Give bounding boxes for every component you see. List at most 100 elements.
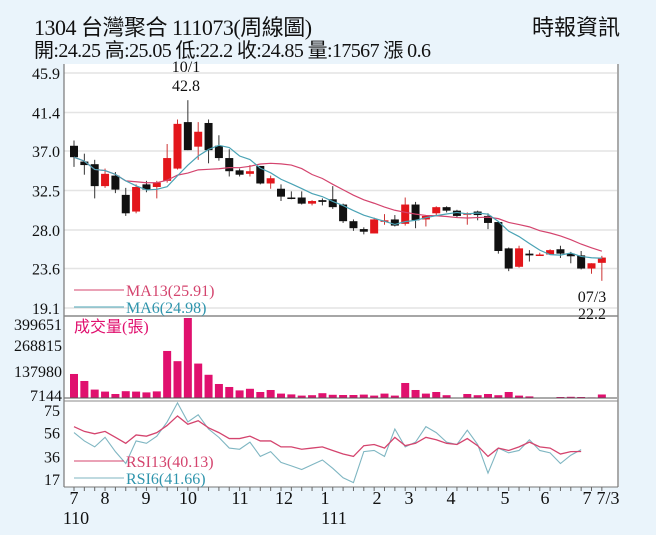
volume-bar (432, 391, 441, 398)
x-tick-label: 1 (321, 488, 330, 508)
volume-bar (380, 393, 389, 398)
candle (183, 122, 192, 151)
chart-title: 1304 台灣聚合 111073(周線圖) (34, 15, 312, 40)
volume-bar (277, 393, 285, 398)
source-label: 時報資訊 (531, 15, 620, 40)
grid-lines (64, 72, 618, 309)
candle (256, 165, 265, 184)
candle (452, 210, 461, 216)
volume-bar (411, 389, 420, 398)
volume-bar (256, 391, 265, 398)
candle (535, 254, 544, 257)
low-value-label: 22.2 (578, 306, 606, 323)
candle (194, 131, 203, 147)
rsi-tick-label: 75 (44, 403, 60, 420)
candle (121, 194, 130, 214)
volume-bar (173, 361, 182, 398)
quote-summary: 開:24.25 高:25.05 低:22.2 收:24.85 量:17567 漲… (34, 40, 431, 62)
candle (245, 171, 254, 174)
candle (70, 145, 78, 158)
volume-bar (204, 374, 213, 398)
candle (173, 123, 182, 169)
rsi6-legend: RSI6(41.66) (126, 471, 206, 488)
volume-bar (390, 395, 399, 398)
volume-bar (235, 390, 244, 398)
volume-bar (401, 382, 410, 398)
candle (204, 122, 213, 151)
candle (349, 221, 358, 229)
price-tick-label: 23.6 (32, 262, 60, 279)
candle (577, 255, 586, 269)
volume-bar (214, 383, 223, 398)
volume-bar (225, 386, 234, 398)
volume-bar (152, 391, 161, 398)
rsi13-legend: RSI13(40.13) (126, 454, 214, 471)
volume-bar (245, 388, 254, 398)
ma13-legend: MA13(25.91) (126, 283, 214, 300)
candlestick-panel (70, 100, 606, 281)
moving-averages (73, 144, 603, 259)
candle (484, 215, 492, 223)
candle (525, 253, 534, 256)
price-tick-label: 41.4 (32, 105, 60, 122)
candle (101, 173, 110, 187)
volume-bar (287, 394, 296, 398)
candle (370, 219, 379, 234)
volume-bar (297, 395, 306, 398)
candle (556, 249, 565, 254)
candle (328, 199, 337, 208)
x-tick-label: 5 (501, 488, 510, 508)
x-tick-label: 11 (231, 488, 248, 508)
candle (90, 164, 99, 187)
ma6-legend: MA6(24.98) (126, 300, 206, 317)
x-tick-label: 9 (142, 488, 151, 508)
high-value-label: 42.8 (172, 78, 200, 95)
candle (401, 204, 410, 224)
x-tick-label: 7 (70, 488, 79, 508)
volume-bar (339, 394, 348, 398)
candle (163, 158, 172, 181)
candle (111, 175, 120, 190)
volume-bar (473, 395, 482, 398)
price-tick-label: 28.0 (32, 223, 60, 240)
candle (494, 222, 503, 252)
candle (318, 200, 327, 202)
volume-bar (525, 396, 534, 398)
volume-bar (132, 391, 141, 398)
volume-bar (121, 391, 130, 398)
volume-bar (370, 395, 379, 398)
volume-tick-label: 137980 (14, 364, 62, 381)
candle (587, 263, 596, 269)
volume-bar (80, 380, 89, 398)
x-tick-label: 8 (101, 488, 110, 508)
volume-bar (442, 395, 451, 398)
volume-bar (266, 389, 275, 398)
candle (297, 197, 306, 204)
volume-bar (163, 350, 172, 398)
volume-bar (349, 394, 358, 398)
candle (308, 201, 317, 204)
volume-bar (597, 394, 606, 398)
chart-area (64, 64, 618, 487)
volume-bar (556, 396, 565, 398)
candle (339, 204, 348, 222)
volume-bar (515, 395, 524, 398)
candle (277, 188, 285, 197)
candle (225, 158, 234, 172)
volume-bar (183, 318, 192, 398)
candle (287, 197, 296, 200)
rsi-tick-label: 36 (44, 449, 60, 466)
volume-bar (484, 393, 492, 398)
candle (152, 182, 161, 187)
candle (442, 207, 451, 211)
volume-panel (64, 318, 618, 399)
candle (597, 257, 606, 263)
price-tick-label: 32.5 (32, 184, 60, 201)
volume-tick-label: 7144 (30, 388, 62, 405)
candle (142, 184, 151, 190)
candle (80, 161, 89, 166)
volume-tick-label: 399651 (14, 317, 62, 334)
rsi-panel (73, 401, 582, 484)
